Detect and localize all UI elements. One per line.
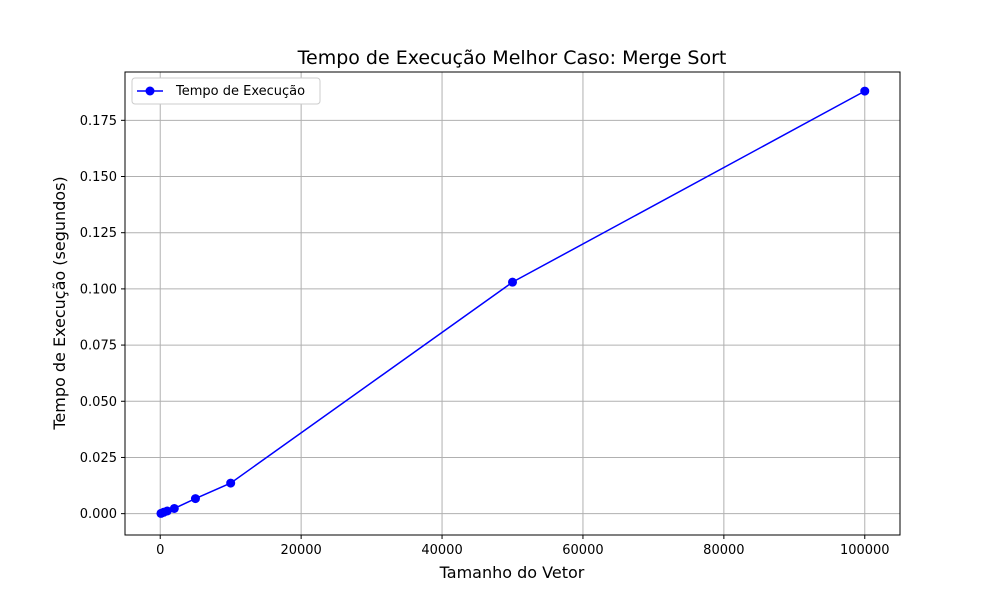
x-tick-label: 0 (156, 543, 164, 558)
data-point (162, 506, 172, 516)
x-tick-label: 20000 (280, 543, 321, 558)
data-point (169, 503, 179, 513)
y-tick-label: 0.025 (80, 451, 117, 466)
x-tick-label: 80000 (703, 543, 744, 558)
x-axis: 0 20000 40000 60000 80000 100000 (156, 535, 890, 558)
legend-label: Tempo de Execução (175, 84, 305, 99)
y-tick-label: 0.150 (80, 170, 117, 185)
x-tick-label: 40000 (421, 543, 462, 558)
data-point (226, 478, 236, 488)
chart-title: Tempo de Execução Melhor Caso: Merge Sor… (297, 47, 727, 69)
series-layer (156, 86, 870, 518)
legend: Tempo de Execução (131, 77, 321, 105)
legend-marker-swatch (145, 86, 155, 96)
grid (125, 72, 900, 535)
y-tick-label: 0.125 (80, 226, 117, 241)
y-tick-label: 0.100 (80, 282, 117, 297)
y-tick-label: 0.075 (80, 339, 117, 354)
data-point (860, 86, 870, 96)
y-axis-title: Tempo de Execução (segundos) (50, 176, 69, 430)
plot-frame (124, 71, 901, 536)
y-tick-label: 0.175 (80, 114, 117, 129)
data-point (508, 277, 517, 287)
y-tick-label: 0.000 (80, 507, 117, 522)
y-axis: 0.000 0.025 0.050 0.075 0.100 0.125 0.150 0.175 (80, 114, 125, 522)
y-tick-label: 0.050 (80, 395, 117, 410)
x-axis-title: Tamanho do Vetor (439, 563, 585, 582)
x-tick-label: 60000 (562, 543, 603, 558)
x-tick-label: 100000 (840, 543, 890, 558)
data-point (190, 494, 200, 504)
legend-box (131, 77, 321, 105)
